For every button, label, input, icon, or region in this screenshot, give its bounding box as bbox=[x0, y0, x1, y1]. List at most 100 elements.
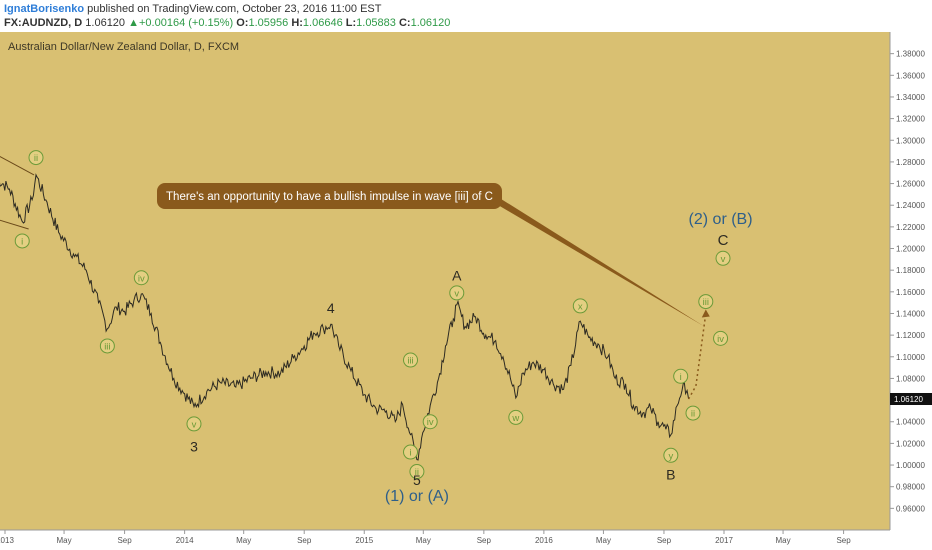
y-tick-label: 1.00000 bbox=[896, 461, 925, 470]
plot-area[interactable] bbox=[0, 32, 890, 530]
wave-label-circled[interactable]: x bbox=[572, 298, 588, 314]
y-tick-label: 0.96000 bbox=[896, 504, 925, 513]
callout-pointer bbox=[482, 187, 705, 327]
wave-label-ring bbox=[28, 150, 44, 166]
wave-label-circled[interactable]: iii bbox=[698, 294, 714, 310]
wave-label-text: ii bbox=[415, 467, 419, 478]
x-tick-label: May bbox=[416, 536, 431, 545]
x-tick-label: 2017 bbox=[715, 536, 733, 545]
symbol-label: FX:AUDNZD, D bbox=[4, 17, 83, 29]
wave-label-ring bbox=[663, 447, 679, 463]
y-tick-label: 1.24000 bbox=[896, 201, 925, 210]
wave-label-text: y bbox=[668, 451, 673, 462]
chart-title: Australian Dollar/New Zealand Dollar, D,… bbox=[8, 41, 239, 53]
wave-label-ring bbox=[449, 285, 465, 301]
wave-label[interactable]: C bbox=[718, 232, 729, 249]
price-axis[interactable] bbox=[890, 32, 932, 530]
wave-label-circled[interactable]: iv bbox=[133, 270, 149, 286]
x-tick-label: May bbox=[56, 536, 71, 545]
time-axis[interactable] bbox=[0, 530, 932, 550]
wave-label-circled[interactable]: ii bbox=[28, 150, 44, 166]
wave-label[interactable]: 3 bbox=[190, 439, 198, 455]
chart-header: IgnatBorisenko published on TradingView.… bbox=[0, 0, 932, 30]
close-label: C: bbox=[398, 17, 411, 29]
wave-label-circled[interactable]: i bbox=[14, 233, 30, 249]
up-arrow-icon: ▲ bbox=[128, 17, 139, 29]
last-price-marker bbox=[890, 393, 932, 406]
x-tick-label: Sep bbox=[477, 536, 492, 545]
wave-label-circled[interactable]: i bbox=[403, 444, 419, 460]
wave-label-text: ii bbox=[34, 153, 38, 164]
y-tick-label: 1.18000 bbox=[896, 266, 925, 275]
wave-label-circled[interactable]: iv bbox=[422, 414, 438, 430]
wave-label-circled[interactable]: iii bbox=[99, 338, 115, 354]
price-line[interactable] bbox=[0, 173, 690, 461]
y-tick-label: 1.28000 bbox=[896, 158, 925, 167]
wave-label-text: iv bbox=[427, 417, 434, 428]
wave-label-text: iii bbox=[104, 341, 110, 352]
y-tick-label: 1.04000 bbox=[896, 418, 925, 427]
ohlc-line: FX:AUDNZD, D 1.06120 ▲+0.00164 (+0.15%) … bbox=[4, 17, 450, 29]
price-chart[interactable]: Australian Dollar/New Zealand Dollar, D,… bbox=[0, 30, 932, 550]
open-label: O: bbox=[236, 17, 249, 29]
x-tick-label: May bbox=[775, 536, 790, 545]
wave-label-ring bbox=[713, 330, 729, 346]
wave-label-ring bbox=[403, 444, 419, 460]
wave-label-circled[interactable]: iii bbox=[403, 352, 419, 368]
low-value: 1.05883 bbox=[356, 17, 396, 29]
wave-label-circled[interactable]: v bbox=[715, 250, 731, 266]
wave-label-ring bbox=[572, 298, 588, 314]
wave-label-circled[interactable]: i bbox=[673, 368, 689, 384]
y-tick-label: 1.36000 bbox=[896, 71, 925, 80]
wave-label-text: iv bbox=[138, 273, 145, 284]
y-tick-label: 1.34000 bbox=[896, 93, 925, 102]
wave-label[interactable]: 4 bbox=[327, 300, 335, 316]
wave-label-ring bbox=[403, 352, 419, 368]
wave-label-text: w bbox=[511, 413, 519, 424]
y-tick-label: 1.08000 bbox=[896, 374, 925, 383]
wave-label-text: v bbox=[721, 254, 726, 265]
low-label: L: bbox=[345, 17, 357, 29]
wave-label-circled[interactable]: v bbox=[449, 285, 465, 301]
wave-label[interactable]: 5 bbox=[413, 472, 421, 488]
wave-label-circled[interactable]: ii bbox=[685, 405, 701, 421]
wave-label[interactable]: (2) or (B) bbox=[689, 211, 753, 228]
y-tick-label: 1.38000 bbox=[896, 50, 925, 59]
y-tick-label: 1.14000 bbox=[896, 309, 925, 318]
trendline bbox=[0, 156, 35, 176]
wave-label[interactable]: (1) or (A) bbox=[385, 488, 449, 505]
callout-box[interactable] bbox=[157, 183, 502, 209]
wave-label-circled[interactable]: w bbox=[508, 409, 524, 425]
high-value: 1.06646 bbox=[302, 17, 343, 29]
open-value: 1.05956 bbox=[248, 17, 289, 29]
wave-label-text: i bbox=[680, 372, 682, 383]
wave-label-text: v bbox=[454, 288, 459, 299]
last-price: 1.06120 bbox=[85, 17, 126, 29]
wave-label[interactable]: B bbox=[666, 467, 675, 483]
y-tick-label: 1.02000 bbox=[896, 439, 925, 448]
wave-label-circled[interactable]: ii bbox=[409, 464, 425, 480]
y-tick-label: 1.26000 bbox=[896, 180, 925, 189]
wave-label-text: i bbox=[21, 236, 23, 247]
y-tick-label: 1.16000 bbox=[896, 288, 925, 297]
wave-label-ring bbox=[422, 414, 438, 430]
wave-label-text: ii bbox=[691, 409, 695, 420]
wave-label-text: i bbox=[409, 448, 411, 459]
wave-label-circled[interactable]: v bbox=[186, 416, 202, 432]
wave-label-text: x bbox=[578, 301, 583, 312]
wave-label-circled[interactable]: y bbox=[663, 447, 679, 463]
x-tick-label: May bbox=[236, 536, 251, 545]
wave-label-ring bbox=[409, 464, 425, 480]
published-text: published on TradingView.com, October 23… bbox=[84, 3, 382, 15]
x-tick-label: 2014 bbox=[176, 536, 194, 545]
y-tick-label: 1.12000 bbox=[896, 331, 925, 340]
x-tick-label: 2016 bbox=[535, 536, 553, 545]
x-tick-label: Sep bbox=[117, 536, 132, 545]
author-link[interactable]: IgnatBorisenko bbox=[4, 3, 85, 15]
x-tick-label: Sep bbox=[657, 536, 672, 545]
wave-label[interactable]: A bbox=[452, 267, 462, 283]
wave-label-ring bbox=[99, 338, 115, 354]
wave-label-circled[interactable]: iv bbox=[713, 330, 729, 346]
y-tick-label: 0.98000 bbox=[896, 483, 925, 492]
wave-label-ring bbox=[685, 405, 701, 421]
